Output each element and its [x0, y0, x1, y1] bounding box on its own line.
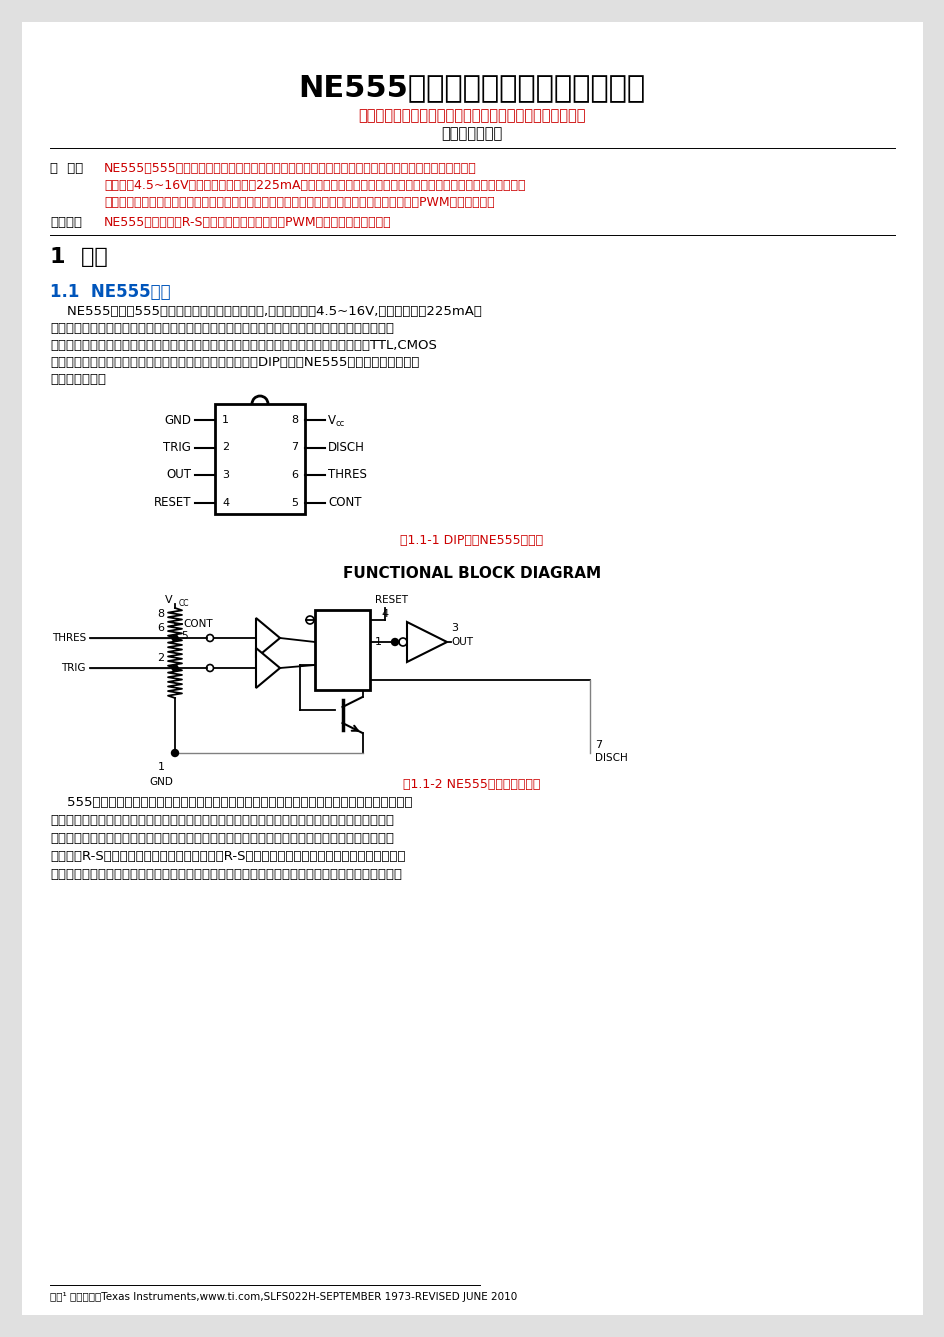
- Text: 2: 2: [222, 443, 228, 452]
- Text: 态，触发翻转一段时间后会回到原来的稳定状态，一般用作定时、分频或固定宽度脉冲整形，分为: 态，触发翻转一段时间后会回到原来的稳定状态，一般用作定时、分频或固定宽度脉冲整形…: [50, 814, 394, 828]
- Text: 王若辞，邱宗航，符俊虎，李麒，王艺凯，郑培远，刘世源: 王若辞，邱宗航，符俊虎，李麒，王艺凯，郑培远，刘世源: [358, 108, 585, 123]
- Circle shape: [172, 635, 177, 640]
- Text: 人工启动型、脉冲启动型、压控振荡器三种类型。双稳态电路有两个稳定状态，具有记忆和锁存的: 人工启动型、脉冲启动型、压控振荡器三种类型。双稳态电路有两个稳定状态，具有记忆和…: [50, 832, 394, 845]
- Text: R: R: [338, 635, 346, 648]
- Text: 1: 1: [222, 414, 228, 425]
- Polygon shape: [256, 618, 279, 658]
- Text: 功能，有R-S触发器和施密特触发器两种形式，R-S型可用于电子开关等，施密特触发器可用于波: 功能，有R-S触发器和施密特触发器两种形式，R-S型可用于电子开关等，施密特触发…: [50, 850, 405, 862]
- Text: R1: R1: [335, 615, 349, 624]
- Text: （平顶山一中）: （平顶山一中）: [441, 127, 502, 142]
- Text: DISCH: DISCH: [328, 441, 364, 455]
- Text: S: S: [338, 659, 346, 671]
- Bar: [314, 610, 370, 690]
- Text: NE555时基集成电路的创新应用研究: NE555时基集成电路的创新应用研究: [298, 74, 645, 103]
- Text: 荡、锁存或延时作用，且定时范围极广，可由数微秒至数小时。它的操作电源范围大，可与TTL,CMOS: 荡、锁存或延时作用，且定时范围极广，可由数微秒至数小时。它的操作电源范围大，可与…: [50, 340, 436, 352]
- Text: cc: cc: [336, 418, 345, 428]
- Text: 图1.1-2 NE555内部结构示意图: 图1.1-2 NE555内部结构示意图: [403, 778, 540, 792]
- Text: FUNCTIONAL BLOCK DIAGRAM: FUNCTIONAL BLOCK DIAGRAM: [343, 566, 600, 582]
- Text: 3: 3: [222, 471, 228, 480]
- Text: OUT: OUT: [450, 636, 473, 647]
- Text: NE555集成电路；R-S触发器；单稳态定时器；PWM调压输出；多谐振荡器: NE555集成电路；R-S触发器；单稳态定时器；PWM调压输出；多谐振荡器: [104, 217, 391, 229]
- Polygon shape: [256, 648, 279, 689]
- Text: 7: 7: [595, 739, 601, 750]
- Text: 8: 8: [291, 414, 297, 425]
- Text: NE555是属于555系列的计时芯片中的一个型号,输入电压范围4.5~16V,输出电流最大225mA，: NE555是属于555系列的计时芯片中的一个型号,输入电压范围4.5~16V,输…: [50, 305, 481, 318]
- Text: THRES: THRES: [328, 468, 366, 481]
- Text: GND: GND: [149, 777, 173, 787]
- Text: 555定时器典型应用有单稳态电路、双稳态电路、无稳态电路三种。单稳态电路只有一个稳定状: 555定时器典型应用有单稳态电路、双稳态电路、无稳态电路三种。单稳态电路只有一个…: [50, 796, 413, 809]
- Text: 7: 7: [291, 443, 297, 452]
- Text: CONT: CONT: [183, 619, 212, 628]
- Text: V: V: [328, 413, 336, 427]
- Text: RESET: RESET: [153, 496, 191, 509]
- Text: 注释¹ 图片来源：Texas Instruments,www.ti.com,SLFS022H-SEPTEMBER 1973-REVISED JUNE 2010: 注释¹ 图片来源：Texas Instruments,www.ti.com,SL…: [50, 1292, 516, 1302]
- Text: OUT: OUT: [166, 468, 191, 481]
- Text: 2: 2: [158, 652, 164, 663]
- Text: CONT: CONT: [328, 496, 362, 509]
- Text: 结构图如下所示: 结构图如下所示: [50, 373, 106, 386]
- Polygon shape: [407, 622, 447, 662]
- Text: 3: 3: [450, 623, 458, 632]
- Text: 5: 5: [181, 631, 188, 640]
- Text: 摘  要：: 摘 要：: [50, 162, 83, 175]
- Text: DISCH: DISCH: [595, 753, 627, 763]
- Text: 关等，单稳态电路可用于定时器、延时器、分频器等，无稳态电路可用于逆变器、音频振荡器、PWM调压输出等。: 关等，单稳态电路可用于定时器、延时器、分频器等，无稳态电路可用于逆变器、音频振荡…: [104, 197, 494, 209]
- Text: GND: GND: [164, 413, 191, 427]
- Text: 5: 5: [291, 497, 297, 508]
- Text: CC: CC: [178, 599, 190, 608]
- Text: 4: 4: [222, 497, 228, 508]
- Text: NE555是555计时芯片中应用较广的一个型号，具有双稳态、单稳态、无稳态三种电路组织形式，工作电: NE555是555计时芯片中应用较广的一个型号，具有双稳态、单稳态、无稳态三种电…: [104, 162, 476, 175]
- Circle shape: [172, 664, 177, 671]
- Circle shape: [391, 639, 398, 646]
- Text: 形变换、电压鉴别。无稳态电路主要是多谐振荡器，可分为直接反馈型、间接反馈型和压控振荡型，: 形变换、电压鉴别。无稳态电路主要是多谐振荡器，可分为直接反馈型、间接反馈型和压控…: [50, 868, 401, 881]
- Text: TRIG: TRIG: [163, 441, 191, 455]
- Text: TRIG: TRIG: [61, 663, 86, 673]
- Text: 只需简单的电容器、电阻与其配合，便可构成双稳态、单稳态、无稳态三大类电路，完成特定的振: 只需简单的电容器、电阻与其配合，便可构成双稳态、单稳态、无稳态三大类电路，完成特…: [50, 322, 394, 336]
- Text: 等逻辑芯片配合，并且输出电流大，可直接推动多种负载。DIP封装的NE555的芯片引脚图和内部: 等逻辑芯片配合，并且输出电流大，可直接推动多种负载。DIP封装的NE555的芯片…: [50, 356, 419, 369]
- Text: THRES: THRES: [52, 632, 86, 643]
- Circle shape: [171, 750, 178, 757]
- Text: 1  绪论: 1 绪论: [50, 247, 108, 267]
- Text: 压范围达4.5~16V，输出电流最大可达225mA，工作频率范围宽，具有较好的兼容性，其双稳态电路可用于电子开: 压范围达4.5~16V，输出电流最大可达225mA，工作频率范围宽，具有较好的兼…: [104, 179, 525, 193]
- Text: 1.1  NE555简介: 1.1 NE555简介: [50, 283, 171, 301]
- Text: 1: 1: [375, 636, 381, 647]
- Text: 4: 4: [381, 608, 388, 619]
- Text: 1: 1: [158, 762, 164, 771]
- Text: 图1.1-1 DIP封装NE555引脚图: 图1.1-1 DIP封装NE555引脚图: [400, 533, 543, 547]
- Text: RESET: RESET: [375, 595, 408, 606]
- Text: V: V: [165, 595, 173, 606]
- Text: 6: 6: [158, 623, 164, 632]
- Text: 8: 8: [158, 608, 164, 619]
- Text: 6: 6: [291, 471, 297, 480]
- Text: 关键词：: 关键词：: [50, 217, 82, 229]
- Bar: [215, 404, 305, 513]
